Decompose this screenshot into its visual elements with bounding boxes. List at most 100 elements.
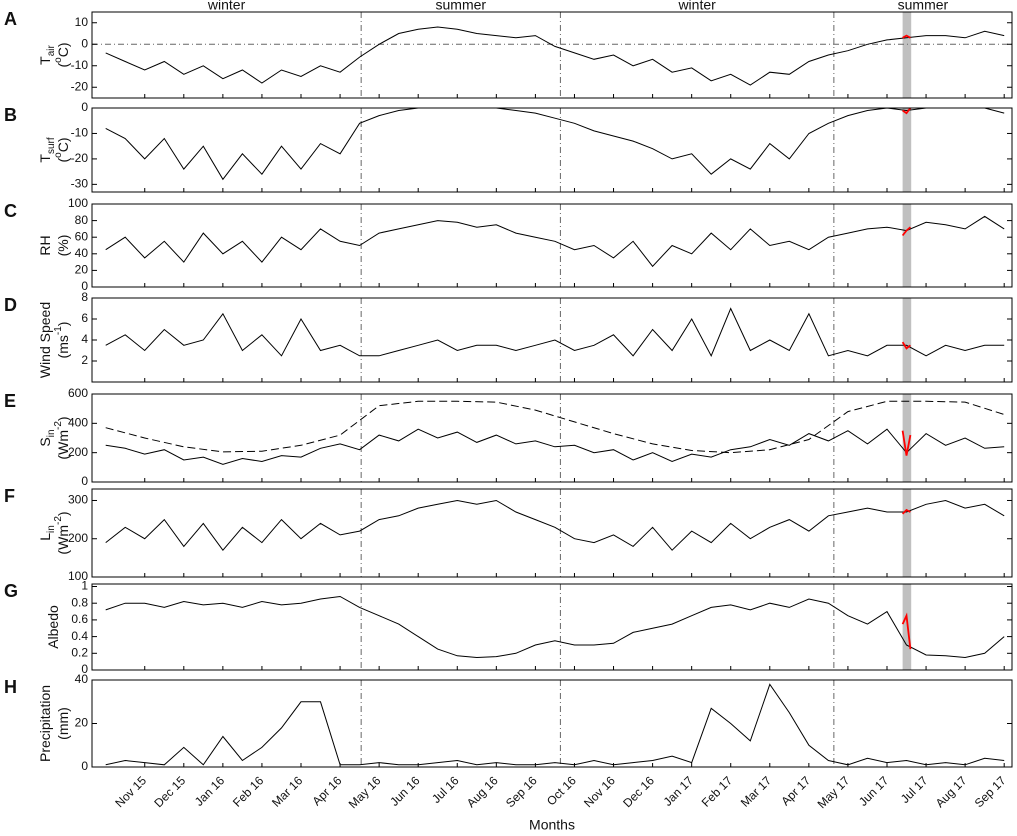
x-tick-label: Nov 16 (581, 773, 618, 810)
y-axis-label: (oC) (53, 42, 71, 67)
x-tick-label: Jun 16 (387, 773, 423, 809)
y-tick-label: 80 (75, 213, 89, 227)
y-axis-label: (mm) (55, 707, 71, 740)
panel-label: B (4, 105, 17, 125)
y-axis-label-part: RH (37, 235, 53, 255)
y-tick-label: -20 (71, 151, 89, 165)
x-tick-label: May 17 (815, 773, 853, 811)
y-axis-label: (ms-1) (53, 322, 71, 359)
y-axis-label-part: Precipitation (37, 685, 53, 762)
y-tick-label: 20 (75, 263, 89, 277)
y-tick-label: -10 (71, 126, 89, 140)
y-axis-label-part: (Wm (55, 430, 71, 460)
data-line (105, 428, 1005, 465)
y-axis-label-part: (%) (55, 235, 71, 257)
panel-frame (91, 297, 1013, 383)
y-tick-label: 0 (81, 100, 88, 114)
data-line (902, 34, 911, 39)
x-tick-label: Feb 17 (699, 773, 736, 810)
data-line (901, 508, 911, 515)
data-line (105, 683, 1005, 766)
y-axis-label: Sin (37, 429, 57, 446)
y-tick-label: 0.4 (71, 629, 88, 643)
highlight-band (902, 298, 912, 382)
y-axis-label: Tair (37, 44, 57, 64)
x-tick-label: Mar 17 (738, 773, 775, 810)
y-tick-label: 0.8 (71, 595, 88, 609)
x-tick-label: Jul 17 (898, 773, 931, 806)
panel-label: D (4, 295, 17, 315)
y-axis-label-part: surf (46, 137, 57, 154)
y-axis-label: Lin (37, 525, 57, 541)
season-label: winter (207, 0, 246, 13)
x-tick-label: Aug 17 (933, 773, 970, 810)
highlight-band (902, 489, 912, 577)
data-line (901, 341, 911, 350)
y-axis-label-part: ) (55, 416, 71, 421)
y-axis-label: Precipitation (37, 685, 53, 762)
panel-frame (91, 107, 1013, 193)
x-tick-label: Jan 16 (192, 773, 228, 809)
y-axis-label-part: ( (55, 63, 71, 68)
highlight-band (902, 204, 912, 287)
x-tick-label: Oct 16 (544, 773, 579, 808)
y-tick-label: -10 (71, 58, 89, 72)
y-axis-label-part: o (53, 152, 64, 158)
y-axis-label-part: ) (55, 511, 71, 516)
y-tick-label: 8 (81, 290, 88, 304)
y-axis-label-part: (mm) (55, 707, 71, 740)
x-tick-label: Dec 15 (151, 773, 188, 810)
y-axis-label-part: T (37, 154, 53, 163)
y-axis-label-part: -1 (53, 326, 64, 335)
x-tick-label: Jan 17 (661, 773, 697, 809)
y-axis-label-part: C) (55, 42, 71, 57)
y-tick-label: 400 (68, 416, 88, 430)
panel-label: G (4, 581, 18, 601)
y-tick-label: -30 (71, 177, 89, 191)
y-axis-label-part: air (46, 44, 57, 56)
data-line (901, 612, 912, 650)
data-line (901, 226, 911, 237)
x-tick-label: May 16 (346, 773, 384, 811)
y-tick-label: 0 (81, 759, 88, 773)
y-tick-label: 6 (81, 311, 88, 325)
y-axis-label: RH (37, 235, 53, 255)
x-tick-label: Mar 16 (269, 773, 306, 810)
x-tick-label: Jul 16 (429, 773, 462, 806)
y-axis-label-part: o (53, 57, 64, 63)
season-label: summer (436, 0, 487, 13)
x-tick-label: Aug 16 (464, 773, 501, 810)
season-label: winter (677, 0, 716, 13)
data-line (105, 26, 1005, 86)
y-axis-label-part: C) (55, 137, 71, 152)
y-tick-label: 0.6 (71, 612, 88, 626)
y-tick-label: 200 (68, 445, 88, 459)
x-tick-label: Sep 17 (972, 773, 1009, 810)
panel-label: C (4, 201, 17, 221)
y-tick-label: 1 (81, 579, 88, 593)
season-label: summer (898, 0, 949, 13)
data-line (105, 107, 1005, 181)
panel-label: F (4, 486, 15, 506)
y-axis-label-part: Wind Speed (37, 302, 53, 378)
y-tick-label: 0 (81, 474, 88, 488)
y-axis-label-part: in (46, 429, 57, 437)
clear-sky-line (105, 400, 1005, 454)
x-tick-label: Nov 15 (112, 773, 149, 810)
y-tick-label: 10 (75, 15, 89, 29)
x-tick-label: Feb 16 (230, 773, 267, 810)
y-tick-label: 0.2 (71, 645, 88, 659)
y-tick-label: 100 (68, 196, 88, 210)
y-tick-label: 40 (75, 246, 89, 260)
x-tick-label: Apr 17 (778, 773, 813, 808)
panel-frame (91, 488, 1013, 578)
data-line (901, 430, 912, 456)
y-tick-label: 600 (68, 386, 88, 400)
data-line (105, 499, 1005, 552)
y-axis-label-part: ( (55, 158, 71, 163)
y-axis-label-part: Albedo (45, 605, 61, 649)
y-axis-label: (Wm-2) (53, 416, 71, 459)
x-tick-label: Sep 16 (503, 773, 540, 810)
highlight-band (902, 108, 912, 192)
